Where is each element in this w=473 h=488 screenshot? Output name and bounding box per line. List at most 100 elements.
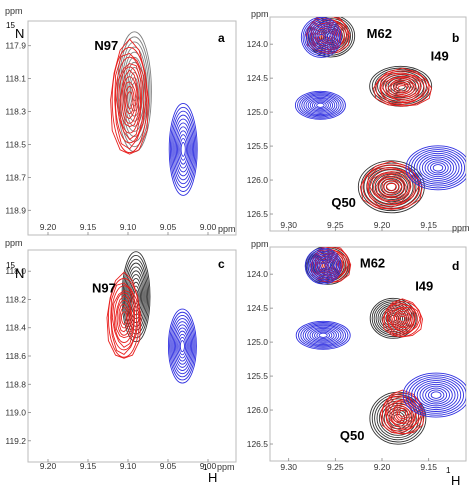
contour-red-level-10 bbox=[386, 182, 397, 192]
contour-blue-level-3 bbox=[172, 114, 195, 185]
contour-black-level-7 bbox=[129, 277, 143, 316]
panel-a: 9.20 9.15 9.10 9.05 9.00 117.9 118.1 118.3 118.5… bbox=[5, 6, 237, 236]
contour-blue-level-8 bbox=[177, 333, 188, 359]
y-tick-label: 125.0 bbox=[247, 337, 269, 347]
contour-blue-level-8 bbox=[316, 259, 330, 273]
panel-c: 9.20 9.15 9.10 9.05 9.00 118.0 118.2 118.4 118.6… bbox=[5, 238, 237, 485]
contour-black-level-5 bbox=[127, 270, 145, 323]
y-nucleus-label: N bbox=[15, 266, 24, 281]
contour-blue-level-3 bbox=[309, 252, 338, 280]
contour-blue-level-9 bbox=[178, 336, 187, 356]
y-tick-label: 118.2 bbox=[5, 294, 26, 304]
contour-red-level-2 bbox=[110, 282, 140, 355]
contour-blue bbox=[405, 145, 466, 191]
contour-blue-level-8 bbox=[425, 387, 448, 403]
contour-red-level-1 bbox=[111, 46, 148, 154]
contour-red-level-1 bbox=[375, 70, 430, 107]
y-nucleus-label: N bbox=[15, 26, 24, 41]
contour-red bbox=[373, 67, 432, 107]
contour-blue-level-5 bbox=[309, 25, 334, 50]
contour-blue-level-3 bbox=[411, 378, 462, 412]
contour-blue-level-1 bbox=[302, 18, 341, 57]
contour-red-level-6 bbox=[391, 401, 414, 425]
panel-b: 9.30 9.25 9.20 9.15 124.0 124.5 125.0 125.5 126.… bbox=[247, 9, 470, 233]
contour-blue-level-0 bbox=[294, 90, 346, 120]
contour-blue-level-0 bbox=[304, 247, 342, 285]
contour-red-level-0 bbox=[382, 298, 423, 338]
panel-letter: b bbox=[452, 31, 459, 45]
peak-assignment-label: M62 bbox=[367, 26, 392, 41]
contour-red-level-2 bbox=[379, 72, 429, 105]
contour-blue-level-2 bbox=[408, 376, 464, 414]
peak-n97 bbox=[106, 251, 151, 359]
y-tick-label: 125.0 bbox=[247, 107, 269, 117]
contour-red-level-5 bbox=[113, 292, 135, 344]
x-tick-label: 9.30 bbox=[280, 220, 297, 230]
contour-blue bbox=[295, 320, 351, 350]
x-nucleus-mass: 1 bbox=[446, 466, 451, 475]
contour-red-level-7 bbox=[393, 404, 412, 423]
y-tick-label: 118.3 bbox=[5, 107, 26, 117]
peak-i49 bbox=[369, 297, 423, 339]
contour-blue-level-2 bbox=[299, 93, 342, 118]
contour-blue-level-7 bbox=[309, 99, 331, 112]
contour-blue-level-0 bbox=[295, 320, 351, 350]
contour-blue-level-5 bbox=[307, 326, 340, 344]
peak-assignment-label: N97 bbox=[94, 38, 118, 53]
x-tick-label: 9.10 bbox=[120, 222, 137, 232]
contour-blue-level-10 bbox=[318, 332, 328, 338]
contour-red bbox=[110, 38, 150, 155]
contour-blue-level-0 bbox=[405, 145, 466, 191]
contour-red bbox=[106, 271, 142, 359]
contour-blue bbox=[167, 308, 197, 384]
contour-blue-level-2 bbox=[304, 20, 339, 55]
peak-assignment-label: I49 bbox=[415, 278, 433, 293]
x-nucleus-label: H bbox=[451, 473, 460, 488]
peak-i49 bbox=[369, 65, 433, 107]
plot-frame bbox=[27, 20, 237, 236]
contour-blue-level-1 bbox=[408, 147, 466, 189]
contour-red-level-8 bbox=[393, 81, 413, 95]
contour-red-level-0 bbox=[310, 247, 352, 283]
contour-blue-level-6 bbox=[309, 328, 337, 343]
contour-red-level-7 bbox=[116, 299, 132, 336]
x-tick-label: 9.05 bbox=[160, 222, 177, 232]
x-tick-label: 9.25 bbox=[327, 220, 344, 230]
peak-n97 bbox=[110, 31, 152, 155]
contour-blue-level-7 bbox=[315, 258, 331, 274]
contour-red-level-4 bbox=[111, 290, 136, 348]
y-tick-label: 124.5 bbox=[247, 73, 269, 83]
peak-unlabeled bbox=[402, 372, 466, 418]
contour-red-level-0 bbox=[305, 17, 351, 54]
contour-red-level-7 bbox=[393, 310, 412, 328]
contour-blue-level-6 bbox=[175, 126, 191, 173]
contour-red-level-7 bbox=[121, 76, 138, 124]
contour-red-level-10 bbox=[120, 311, 127, 326]
peak-assignment-label: I49 bbox=[431, 48, 449, 63]
contour-red-level-2 bbox=[366, 166, 419, 208]
contour-blue-level-10 bbox=[180, 142, 186, 157]
contour-red-level-1 bbox=[383, 301, 422, 337]
peak-unlabeled bbox=[405, 145, 466, 191]
contour-blue-level-4 bbox=[303, 95, 338, 116]
contour-blue-level-4 bbox=[310, 253, 336, 279]
contour-black-level-0 bbox=[357, 160, 425, 214]
contour-red-level-1 bbox=[107, 278, 141, 358]
contour-blue-level-8 bbox=[427, 160, 449, 176]
contour-red-level-8 bbox=[123, 81, 137, 120]
peak-assignment-label: Q50 bbox=[340, 428, 365, 443]
peak-assignment-label: Q50 bbox=[331, 195, 356, 210]
contour-blue-level-6 bbox=[175, 327, 190, 365]
contour-red-level-0 bbox=[373, 67, 432, 107]
panel-d: 9.30 9.25 9.20 9.15 124.0 124.5 125.0 125.5 126.… bbox=[247, 239, 467, 488]
contour-red-level-9 bbox=[396, 407, 409, 420]
contour-blue-level-4 bbox=[416, 152, 460, 183]
peak-assignment-label: M62 bbox=[360, 255, 385, 270]
contour-red-level-3 bbox=[367, 168, 415, 206]
contour-blue-level-10 bbox=[179, 340, 185, 353]
contour-red-level-8 bbox=[396, 312, 410, 326]
contour-red-level-1 bbox=[362, 164, 421, 210]
contour-red-level-4 bbox=[116, 63, 143, 141]
contour-red-level-5 bbox=[389, 400, 416, 427]
contour-red-level-5 bbox=[373, 172, 410, 202]
